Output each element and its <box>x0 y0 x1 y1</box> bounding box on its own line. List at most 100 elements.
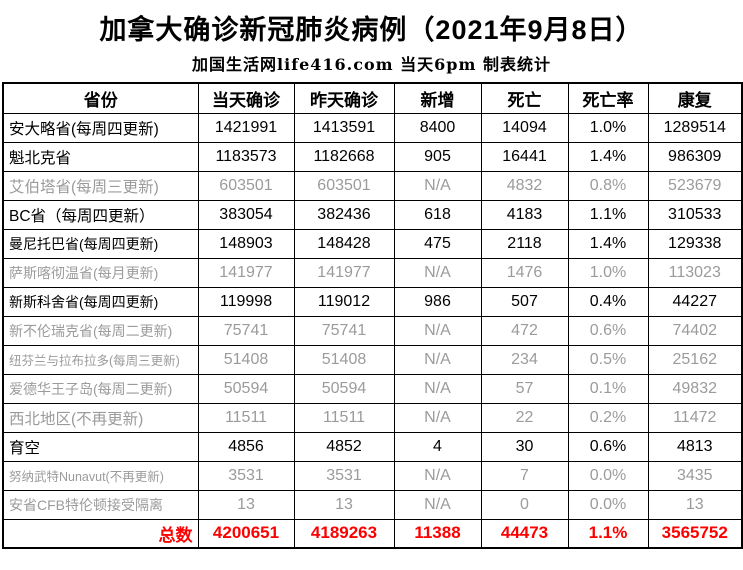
table-row: 魁北克省 1183573 1182668 905 16441 1.4% 9863… <box>2 141 743 172</box>
cell-deaths: 14094 <box>480 112 569 143</box>
cell-recovered: 25162 <box>647 344 743 375</box>
table-row: BC省（每周四更新） 383054 382436 618 4183 1.1% 3… <box>2 199 743 230</box>
cell-new-cases: N/A <box>393 170 482 201</box>
cell-province: 爱德华王子岛(每周二更新) <box>2 373 199 404</box>
cell-death-rate: 0.0% <box>567 489 649 520</box>
cell-yesterday-confirmed: 50594 <box>293 373 395 404</box>
cell-province: 新斯科舍省(每周四更新) <box>2 286 199 317</box>
col-header-death-rate: 死亡率 <box>567 82 649 114</box>
cell-deaths: 2118 <box>480 228 569 259</box>
cell-yesterday-confirmed: 3531 <box>293 460 395 491</box>
cell-new-cases: N/A <box>393 315 482 346</box>
cell-yesterday-confirmed: 141977 <box>293 257 395 288</box>
cell-today-confirmed: 51408 <box>197 344 295 375</box>
cell-death-rate: 0.0% <box>567 460 649 491</box>
table-row: 西北地区(不再更新) 11511 11511 N/A 22 0.2% 11472 <box>2 402 743 433</box>
cell-recovered: 3565752 <box>647 518 743 549</box>
cell-today-confirmed: 4200651 <box>197 518 295 549</box>
table-row: 曼尼托巴省(每周四更新) 148903 148428 475 2118 1.4%… <box>2 228 743 259</box>
cell-new-cases: N/A <box>393 257 482 288</box>
cell-new-cases: 8400 <box>393 112 482 143</box>
cell-deaths: 16441 <box>480 141 569 172</box>
cell-new-cases: N/A <box>393 489 482 520</box>
cell-province: 魁北克省 <box>2 141 199 172</box>
header-row: 省份 当天确诊 昨天确诊 新增 死亡 死亡率 康复 <box>2 82 743 114</box>
page-title: 加拿大确诊新冠肺炎病例（2021年9月8日） <box>99 15 644 45</box>
cell-deaths: 57 <box>480 373 569 404</box>
table-row: 新斯科舍省(每周四更新) 119998 119012 986 507 0.4% … <box>2 286 743 317</box>
cell-province: 努纳武特Nunavut(不再更新) <box>2 460 199 491</box>
cell-yesterday-confirmed: 1413591 <box>293 112 395 143</box>
cell-deaths: 1476 <box>480 257 569 288</box>
cell-new-cases: N/A <box>393 373 482 404</box>
cell-death-rate: 1.4% <box>567 141 649 172</box>
cell-province: 西北地区(不再更新) <box>2 402 199 433</box>
cell-yesterday-confirmed: 4852 <box>293 431 395 462</box>
cell-deaths: 22 <box>480 402 569 433</box>
cell-province: 萨斯喀彻温省(每月更新) <box>2 257 199 288</box>
page-subtitle: 加国生活网life416.com 当天6pm 制表统计 <box>192 55 551 74</box>
cell-death-rate: 1.4% <box>567 228 649 259</box>
cell-today-confirmed: 603501 <box>197 170 295 201</box>
cell-death-rate: 0.5% <box>567 344 649 375</box>
col-header-province: 省份 <box>2 82 199 114</box>
table-row: 安大略省(每周四更新) 1421991 1413591 8400 14094 1… <box>2 112 743 143</box>
cell-yesterday-confirmed: 51408 <box>293 344 395 375</box>
cell-yesterday-confirmed: 119012 <box>293 286 395 317</box>
cell-death-rate: 0.6% <box>567 315 649 346</box>
cell-recovered: 44227 <box>647 286 743 317</box>
cell-province: 新不伦瑞克省(每周二更新) <box>2 315 199 346</box>
col-header-new-cases: 新增 <box>393 82 482 114</box>
table-row: 萨斯喀彻温省(每月更新) 141977 141977 N/A 1476 1.0%… <box>2 257 743 288</box>
cell-deaths: 0 <box>480 489 569 520</box>
cell-death-rate: 1.0% <box>567 257 649 288</box>
cell-province: 艾伯塔省(每周三更新) <box>2 170 199 201</box>
cell-deaths: 44473 <box>480 518 569 549</box>
cell-recovered: 49832 <box>647 373 743 404</box>
covid-stats-table: 省份 当天确诊 昨天确诊 新增 死亡 死亡率 康复 安大略省(每周四更新) 14… <box>2 82 743 549</box>
cell-today-confirmed: 50594 <box>197 373 295 404</box>
cell-death-rate: 0.1% <box>567 373 649 404</box>
col-header-deaths: 死亡 <box>480 82 569 114</box>
cell-death-rate: 0.2% <box>567 402 649 433</box>
cell-death-rate: 1.0% <box>567 112 649 143</box>
table-row: 爱德华王子岛(每周二更新) 50594 50594 N/A 57 0.1% 49… <box>2 373 743 404</box>
cell-recovered: 1289514 <box>647 112 743 143</box>
table-row: 安省CFB特伦顿接受隔离 13 13 N/A 0 0.0% 13 <box>2 489 743 520</box>
cell-recovered: 74402 <box>647 315 743 346</box>
cell-deaths: 234 <box>480 344 569 375</box>
cell-province: 安大略省(每周四更新) <box>2 112 199 143</box>
cell-province: 育空 <box>2 431 199 462</box>
col-header-recovered: 康复 <box>647 82 743 114</box>
cell-today-confirmed: 1421991 <box>197 112 295 143</box>
cell-recovered: 4813 <box>647 431 743 462</box>
cell-yesterday-confirmed: 75741 <box>293 315 395 346</box>
cell-yesterday-confirmed: 4189263 <box>293 518 395 549</box>
cell-province: 曼尼托巴省(每周四更新) <box>2 228 199 259</box>
cell-today-confirmed: 11511 <box>197 402 295 433</box>
cell-deaths: 30 <box>480 431 569 462</box>
cell-new-cases: 905 <box>393 141 482 172</box>
cell-today-confirmed: 141977 <box>197 257 295 288</box>
cell-death-rate: 0.4% <box>567 286 649 317</box>
cell-today-confirmed: 119998 <box>197 286 295 317</box>
table-row: 新不伦瑞克省(每周二更新) 75741 75741 N/A 472 0.6% 7… <box>2 315 743 346</box>
cell-province: BC省（每周四更新） <box>2 199 199 230</box>
table-body: 安大略省(每周四更新) 1421991 1413591 8400 14094 1… <box>2 112 743 549</box>
cell-yesterday-confirmed: 603501 <box>293 170 395 201</box>
cell-recovered: 13 <box>647 489 743 520</box>
cell-recovered: 11472 <box>647 402 743 433</box>
table-row: 努纳武特Nunavut(不再更新) 3531 3531 N/A 7 0.0% 3… <box>2 460 743 491</box>
cell-recovered: 3435 <box>647 460 743 491</box>
cell-today-confirmed: 383054 <box>197 199 295 230</box>
table-row: 总数 4200651 4189263 11388 44473 1.1% 3565… <box>2 518 743 549</box>
cell-yesterday-confirmed: 148428 <box>293 228 395 259</box>
cell-province: 安省CFB特伦顿接受隔离 <box>2 489 199 520</box>
cell-recovered: 129338 <box>647 228 743 259</box>
cell-today-confirmed: 4856 <box>197 431 295 462</box>
cell-recovered: 113023 <box>647 257 743 288</box>
cell-death-rate: 1.1% <box>567 518 649 549</box>
cell-death-rate: 0.8% <box>567 170 649 201</box>
cell-deaths: 507 <box>480 286 569 317</box>
cell-province: 总数 <box>2 518 199 549</box>
